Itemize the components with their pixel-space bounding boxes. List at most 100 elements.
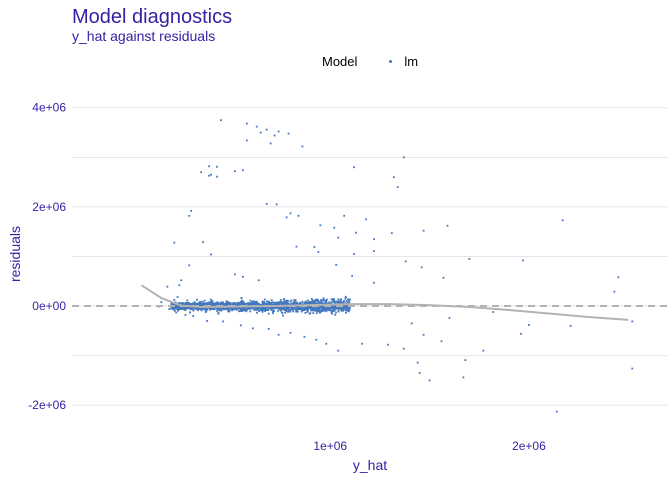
data-point bbox=[247, 302, 250, 305]
data-point bbox=[312, 312, 315, 315]
data-point bbox=[241, 275, 244, 278]
data-point bbox=[331, 306, 334, 309]
data-point bbox=[345, 311, 347, 314]
data-point bbox=[319, 306, 322, 309]
data-point bbox=[345, 306, 348, 309]
data-point bbox=[226, 308, 229, 310]
data-point bbox=[295, 310, 297, 313]
data-point bbox=[561, 219, 564, 222]
data-point bbox=[344, 305, 347, 308]
data-point bbox=[239, 324, 242, 327]
data-point bbox=[353, 253, 356, 255]
data-point bbox=[208, 174, 210, 177]
data-point bbox=[175, 304, 178, 307]
data-point bbox=[200, 171, 203, 174]
data-point bbox=[231, 307, 233, 309]
data-point bbox=[280, 303, 283, 306]
data-point bbox=[218, 309, 221, 312]
data-point bbox=[300, 307, 303, 310]
data-point bbox=[217, 312, 220, 314]
data-point bbox=[226, 300, 228, 303]
y-tick-label: 4e+06 bbox=[32, 101, 66, 115]
data-point bbox=[227, 310, 230, 312]
y-tick-label: 0e+00 bbox=[32, 299, 66, 313]
data-point bbox=[277, 309, 279, 312]
data-point bbox=[259, 306, 262, 309]
data-point bbox=[222, 320, 224, 323]
data-point bbox=[330, 309, 333, 312]
data-point bbox=[338, 300, 341, 303]
data-point bbox=[319, 311, 322, 314]
data-point bbox=[322, 305, 325, 307]
data-point bbox=[290, 307, 293, 310]
data-point bbox=[342, 300, 345, 303]
data-point bbox=[179, 308, 182, 310]
data-point bbox=[304, 307, 307, 310]
data-point bbox=[264, 310, 267, 312]
data-point bbox=[184, 301, 187, 304]
data-point bbox=[247, 304, 250, 306]
data-point bbox=[216, 165, 218, 168]
data-point bbox=[311, 307, 314, 310]
data-point bbox=[211, 300, 214, 302]
data-point bbox=[179, 302, 182, 305]
data-point bbox=[326, 298, 328, 301]
data-point bbox=[240, 303, 243, 306]
data-point bbox=[261, 300, 264, 303]
data-point bbox=[189, 307, 192, 310]
data-point bbox=[309, 307, 312, 310]
data-point bbox=[304, 312, 307, 314]
data-point bbox=[254, 308, 257, 311]
data-point bbox=[344, 295, 347, 298]
data-point bbox=[492, 311, 495, 313]
data-point bbox=[303, 335, 306, 338]
data-point bbox=[218, 307, 221, 310]
data-point bbox=[285, 310, 288, 312]
data-point bbox=[311, 299, 314, 302]
data-point bbox=[278, 303, 280, 305]
data-point bbox=[343, 214, 346, 217]
data-point bbox=[245, 122, 248, 125]
data-point bbox=[273, 302, 276, 305]
data-point bbox=[322, 297, 325, 300]
data-point bbox=[283, 308, 286, 311]
data-point bbox=[337, 349, 340, 352]
chart-subtitle: y_hat against residuals bbox=[72, 28, 216, 44]
data-point bbox=[306, 311, 309, 313]
data-point bbox=[226, 302, 229, 305]
data-point bbox=[258, 304, 261, 307]
data-point bbox=[197, 307, 200, 309]
smooth-line bbox=[140, 284, 629, 321]
data-point bbox=[251, 327, 254, 330]
data-point bbox=[462, 376, 465, 379]
data-point bbox=[250, 303, 253, 306]
data-point bbox=[192, 302, 195, 304]
data-point bbox=[326, 302, 329, 305]
data-point bbox=[261, 302, 264, 305]
data-point bbox=[181, 307, 183, 310]
data-point bbox=[263, 306, 266, 309]
data-point bbox=[402, 347, 405, 350]
data-point bbox=[241, 301, 244, 304]
data-point bbox=[555, 410, 558, 413]
data-point bbox=[342, 304, 344, 307]
data-point bbox=[216, 310, 219, 312]
data-point bbox=[200, 302, 203, 305]
data-point bbox=[223, 303, 226, 306]
data-point bbox=[193, 306, 196, 309]
data-point bbox=[321, 308, 323, 311]
data-point bbox=[345, 299, 348, 302]
data-point bbox=[251, 307, 254, 310]
data-point bbox=[270, 303, 273, 305]
data-point bbox=[266, 303, 269, 305]
data-point bbox=[258, 310, 260, 313]
data-point bbox=[285, 302, 287, 305]
data-point bbox=[392, 176, 395, 179]
data-point bbox=[203, 299, 206, 302]
data-point bbox=[184, 309, 186, 311]
data-point bbox=[208, 165, 210, 168]
data-point bbox=[327, 309, 330, 312]
data-point bbox=[328, 301, 331, 304]
data-point bbox=[277, 130, 280, 133]
